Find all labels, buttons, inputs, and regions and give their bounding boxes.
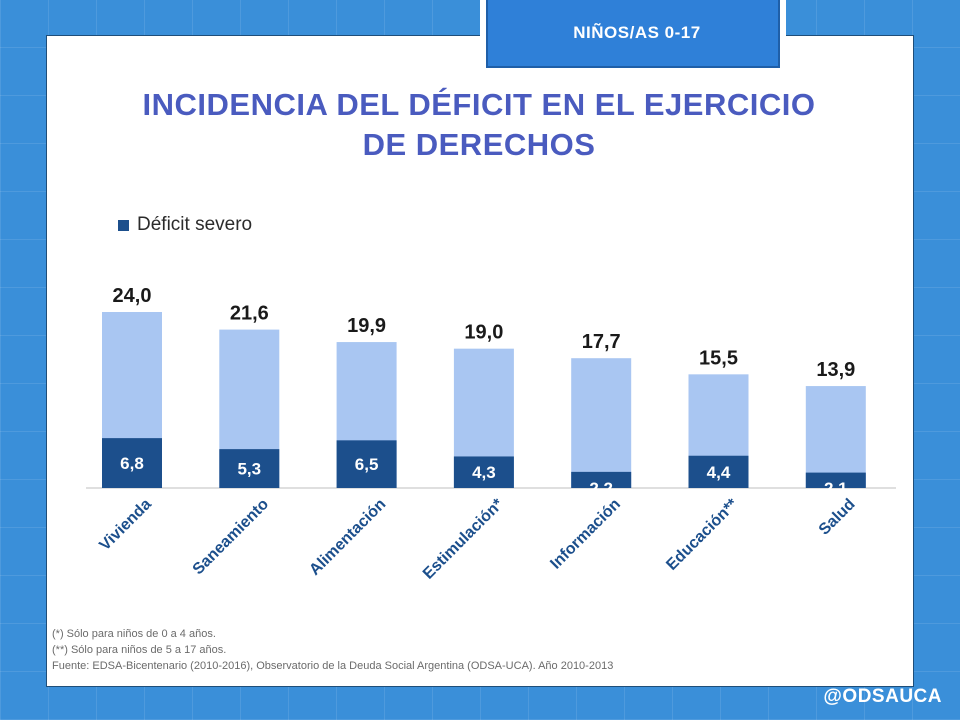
title-line-1: INCIDENCIA DEL DÉFICIT EN EL EJERCICIO (142, 87, 816, 122)
data-label-total: 15,5 (699, 347, 738, 369)
category-tick-label: Saneamiento (190, 496, 273, 579)
footnote-2: (**) Sólo para niños de 5 a 17 años. (52, 644, 227, 656)
category-tick-label: Vivienda (96, 496, 154, 554)
group-tab-label: NIÑOS/AS 0-17 (486, 0, 780, 68)
bar-severe (688, 455, 749, 488)
chart-legend: Déficit severo (118, 214, 252, 236)
data-label-total: 21,6 (230, 303, 269, 325)
data-label-severe: 2,2 (589, 479, 613, 498)
data-label-total: 19,0 (464, 322, 503, 344)
category-tick-label: Educación** (663, 495, 742, 574)
data-label-total: 19,9 (347, 315, 386, 337)
legend-swatch (118, 219, 129, 231)
page-title: INCIDENCIA DEL DÉFICIT EN EL EJERCICIO D… (46, 85, 912, 165)
bar-severe (102, 438, 162, 488)
category-tick-label: Información (547, 496, 624, 573)
data-label-total: 17,7 (582, 331, 621, 353)
data-label-total: 13,9 (816, 359, 855, 381)
footnotes: (*) Sólo para niños de 0 a 4 años. (**) … (52, 626, 902, 674)
data-label-severe: 6,8 (120, 454, 144, 473)
footnote-source: Fuente: EDSA-Bicentenario (2010-2016), O… (52, 660, 614, 672)
bar-total (805, 386, 866, 488)
watermark: @ODSAUCA (823, 686, 942, 707)
data-label-severe: 6,5 (355, 455, 379, 474)
bar-severe (453, 456, 514, 488)
bar-severe (571, 471, 632, 488)
bar-severe (336, 440, 397, 488)
data-label-severe: 2,1 (824, 479, 848, 498)
legend-label: Déficit severo (137, 214, 253, 235)
group-tab: NIÑOS/AS 0-17 (480, 0, 786, 74)
category-tick-label: Salud (816, 496, 859, 539)
title-line-2: DE DERECHOS (362, 127, 596, 162)
footnote-1: (*) Sólo para niños de 0 a 4 años. (52, 628, 216, 640)
data-label-severe: 4,3 (472, 463, 496, 482)
data-label-severe: 4,4 (707, 463, 731, 482)
bar-severe (805, 472, 866, 488)
bar-severe (219, 449, 280, 488)
category-tick-label: Estimulación* (420, 495, 507, 582)
data-label-severe: 5,3 (237, 460, 261, 479)
bar-total (571, 358, 632, 488)
data-label-total: 24,0 (113, 285, 152, 307)
category-tick-label: Alimentación (306, 496, 389, 579)
